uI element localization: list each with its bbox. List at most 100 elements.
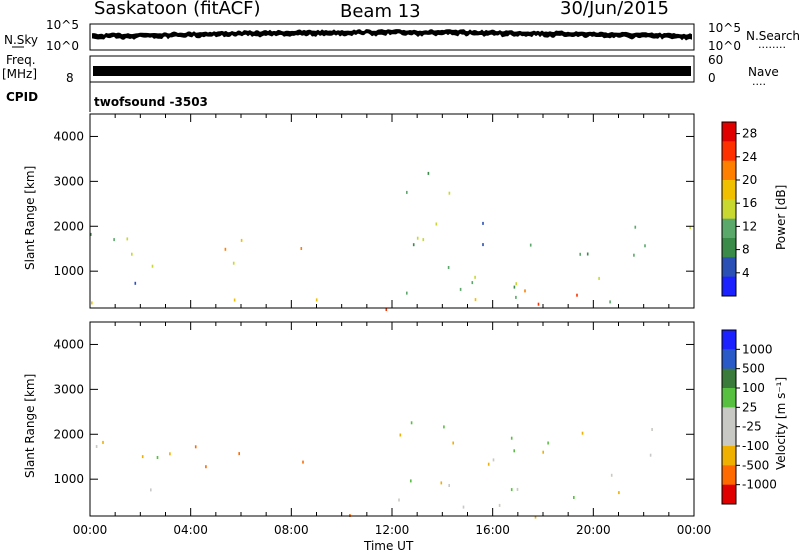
nsky-label: N.Sky (4, 33, 38, 47)
echo-cell (576, 293, 578, 297)
freq-unit: [MHz] (2, 67, 37, 81)
freq-strip: Freq. [MHz] 8 60 0 Nave .... (2, 53, 779, 88)
echo-cell (474, 275, 476, 279)
y-tick-label: 2000 (53, 427, 84, 441)
x-tick-label: 00:00 (73, 523, 108, 537)
nave-label: Nave (748, 65, 779, 79)
y-tick-label: 1000 (53, 472, 84, 486)
x-tick-label: 16:00 (475, 523, 510, 537)
echo-cell (510, 488, 513, 492)
echo-cell (482, 221, 484, 225)
x-tick-label: 04:00 (173, 523, 208, 537)
echo-cell (487, 462, 490, 466)
colorbar-segment (722, 199, 736, 220)
y-tick-label: 4000 (53, 129, 84, 143)
echo-cell (416, 236, 419, 240)
velocity-colorbar-segments (722, 330, 736, 505)
date-title: 30/Jun/2015 (560, 0, 669, 19)
echo-cell (435, 222, 438, 226)
freq-tick-8: 8 (66, 71, 74, 85)
echo-cell (573, 496, 575, 499)
echo-cell (233, 298, 236, 302)
velocity-panel: 1000 2000 3000 4000 00:00 04:00 08:00 12:00 16:0… (23, 321, 712, 553)
echo-cell (586, 252, 589, 256)
echo-cell (90, 232, 92, 236)
power-ticks: 1000 2000 3000 4000 (53, 114, 695, 308)
nsearch-label: N.Search (746, 29, 800, 43)
echo-cell (462, 505, 465, 509)
echo-cell (452, 441, 454, 445)
echo-cell (651, 428, 653, 431)
echo-cell (398, 498, 400, 502)
echo-cell (406, 190, 408, 194)
colorbar-segment (722, 160, 736, 181)
nave-dots: .... (752, 75, 766, 88)
velocity-panel-frame (89, 321, 695, 517)
echo-cell (610, 473, 613, 477)
echo-cell (498, 503, 501, 507)
echo-cell (482, 243, 484, 247)
echo-cell (410, 479, 412, 483)
echo-cell (91, 301, 93, 305)
echo-cell (410, 421, 413, 425)
colorbar-segment (722, 257, 736, 278)
x-tick-label: 00:00 (677, 523, 712, 537)
echo-cell (412, 243, 415, 247)
noise-strip-frame (89, 23, 695, 51)
echo-cell (689, 225, 691, 229)
echo-cell (542, 450, 544, 454)
nsearch-tick-bottom: 10^0 (708, 39, 741, 53)
echo-cell (440, 481, 443, 485)
x-tick-label: 08:00 (274, 523, 309, 537)
echo-cell (634, 225, 637, 229)
echo-cell (515, 295, 517, 299)
velocity-colorbar: 1000 500 100 25 -25 -100 -500 -1000 Velocity [m… (721, 329, 788, 505)
freq-label: Freq. (6, 53, 36, 67)
echo-cell (443, 425, 445, 429)
x-tick-label: 20:00 (576, 523, 611, 537)
nave-tick-bottom: 0 (708, 71, 716, 85)
echo-cell (474, 298, 477, 302)
echo-cell (422, 238, 425, 242)
colorbar-tick-label: 4 (742, 266, 750, 280)
colorbar-segment (722, 349, 736, 370)
colorbar-tick-label: 28 (742, 127, 757, 141)
echo-cell (537, 302, 540, 306)
colorbar-segment (722, 276, 736, 297)
echo-cell (134, 281, 137, 285)
echo-cell (113, 238, 115, 242)
colorbar-tick-label: 16 (742, 196, 757, 210)
echo-cell (515, 282, 517, 286)
echo-cell (649, 453, 652, 457)
power-colorbar-frame (721, 121, 737, 297)
velocity-scatter (95, 421, 653, 519)
noise-strip: N.Sky 10^5 10^0 10^5 10^0 N.Search .....… (4, 18, 800, 53)
echo-cell (579, 252, 581, 256)
velocity-colorbar-frame (721, 329, 737, 505)
power-panel: 1000 2000 3000 4000 Slant Range [km] (23, 113, 695, 311)
nsky-tick-top: 10^5 (46, 18, 79, 32)
echo-cell (598, 276, 600, 280)
nsky-tick-bottom: 10^0 (46, 39, 79, 53)
nsearch-tick-top: 10^5 (708, 21, 741, 35)
echo-cell (385, 308, 388, 311)
echo-cell (240, 238, 243, 242)
echo-cell (513, 449, 515, 453)
colorbar-segment (722, 426, 736, 447)
echo-cell (399, 433, 402, 437)
echo-cell (169, 452, 171, 456)
echo-cell (447, 266, 450, 269)
echo-cell (224, 247, 227, 251)
echo-cell (300, 247, 303, 250)
y-tick-label: 2000 (53, 219, 84, 233)
echo-cell (232, 261, 235, 265)
echo-cell (102, 440, 104, 444)
colorbar-tick-label: 500 (742, 362, 765, 376)
echo-cell (534, 515, 537, 519)
power-scatter (90, 171, 691, 311)
echo-cell (448, 191, 451, 195)
colorbar-tick-label: 20 (742, 173, 757, 187)
colorbar-tick-label: 8 (742, 243, 750, 257)
echo-cell (150, 488, 152, 492)
power-colorbar-segments (722, 122, 736, 297)
